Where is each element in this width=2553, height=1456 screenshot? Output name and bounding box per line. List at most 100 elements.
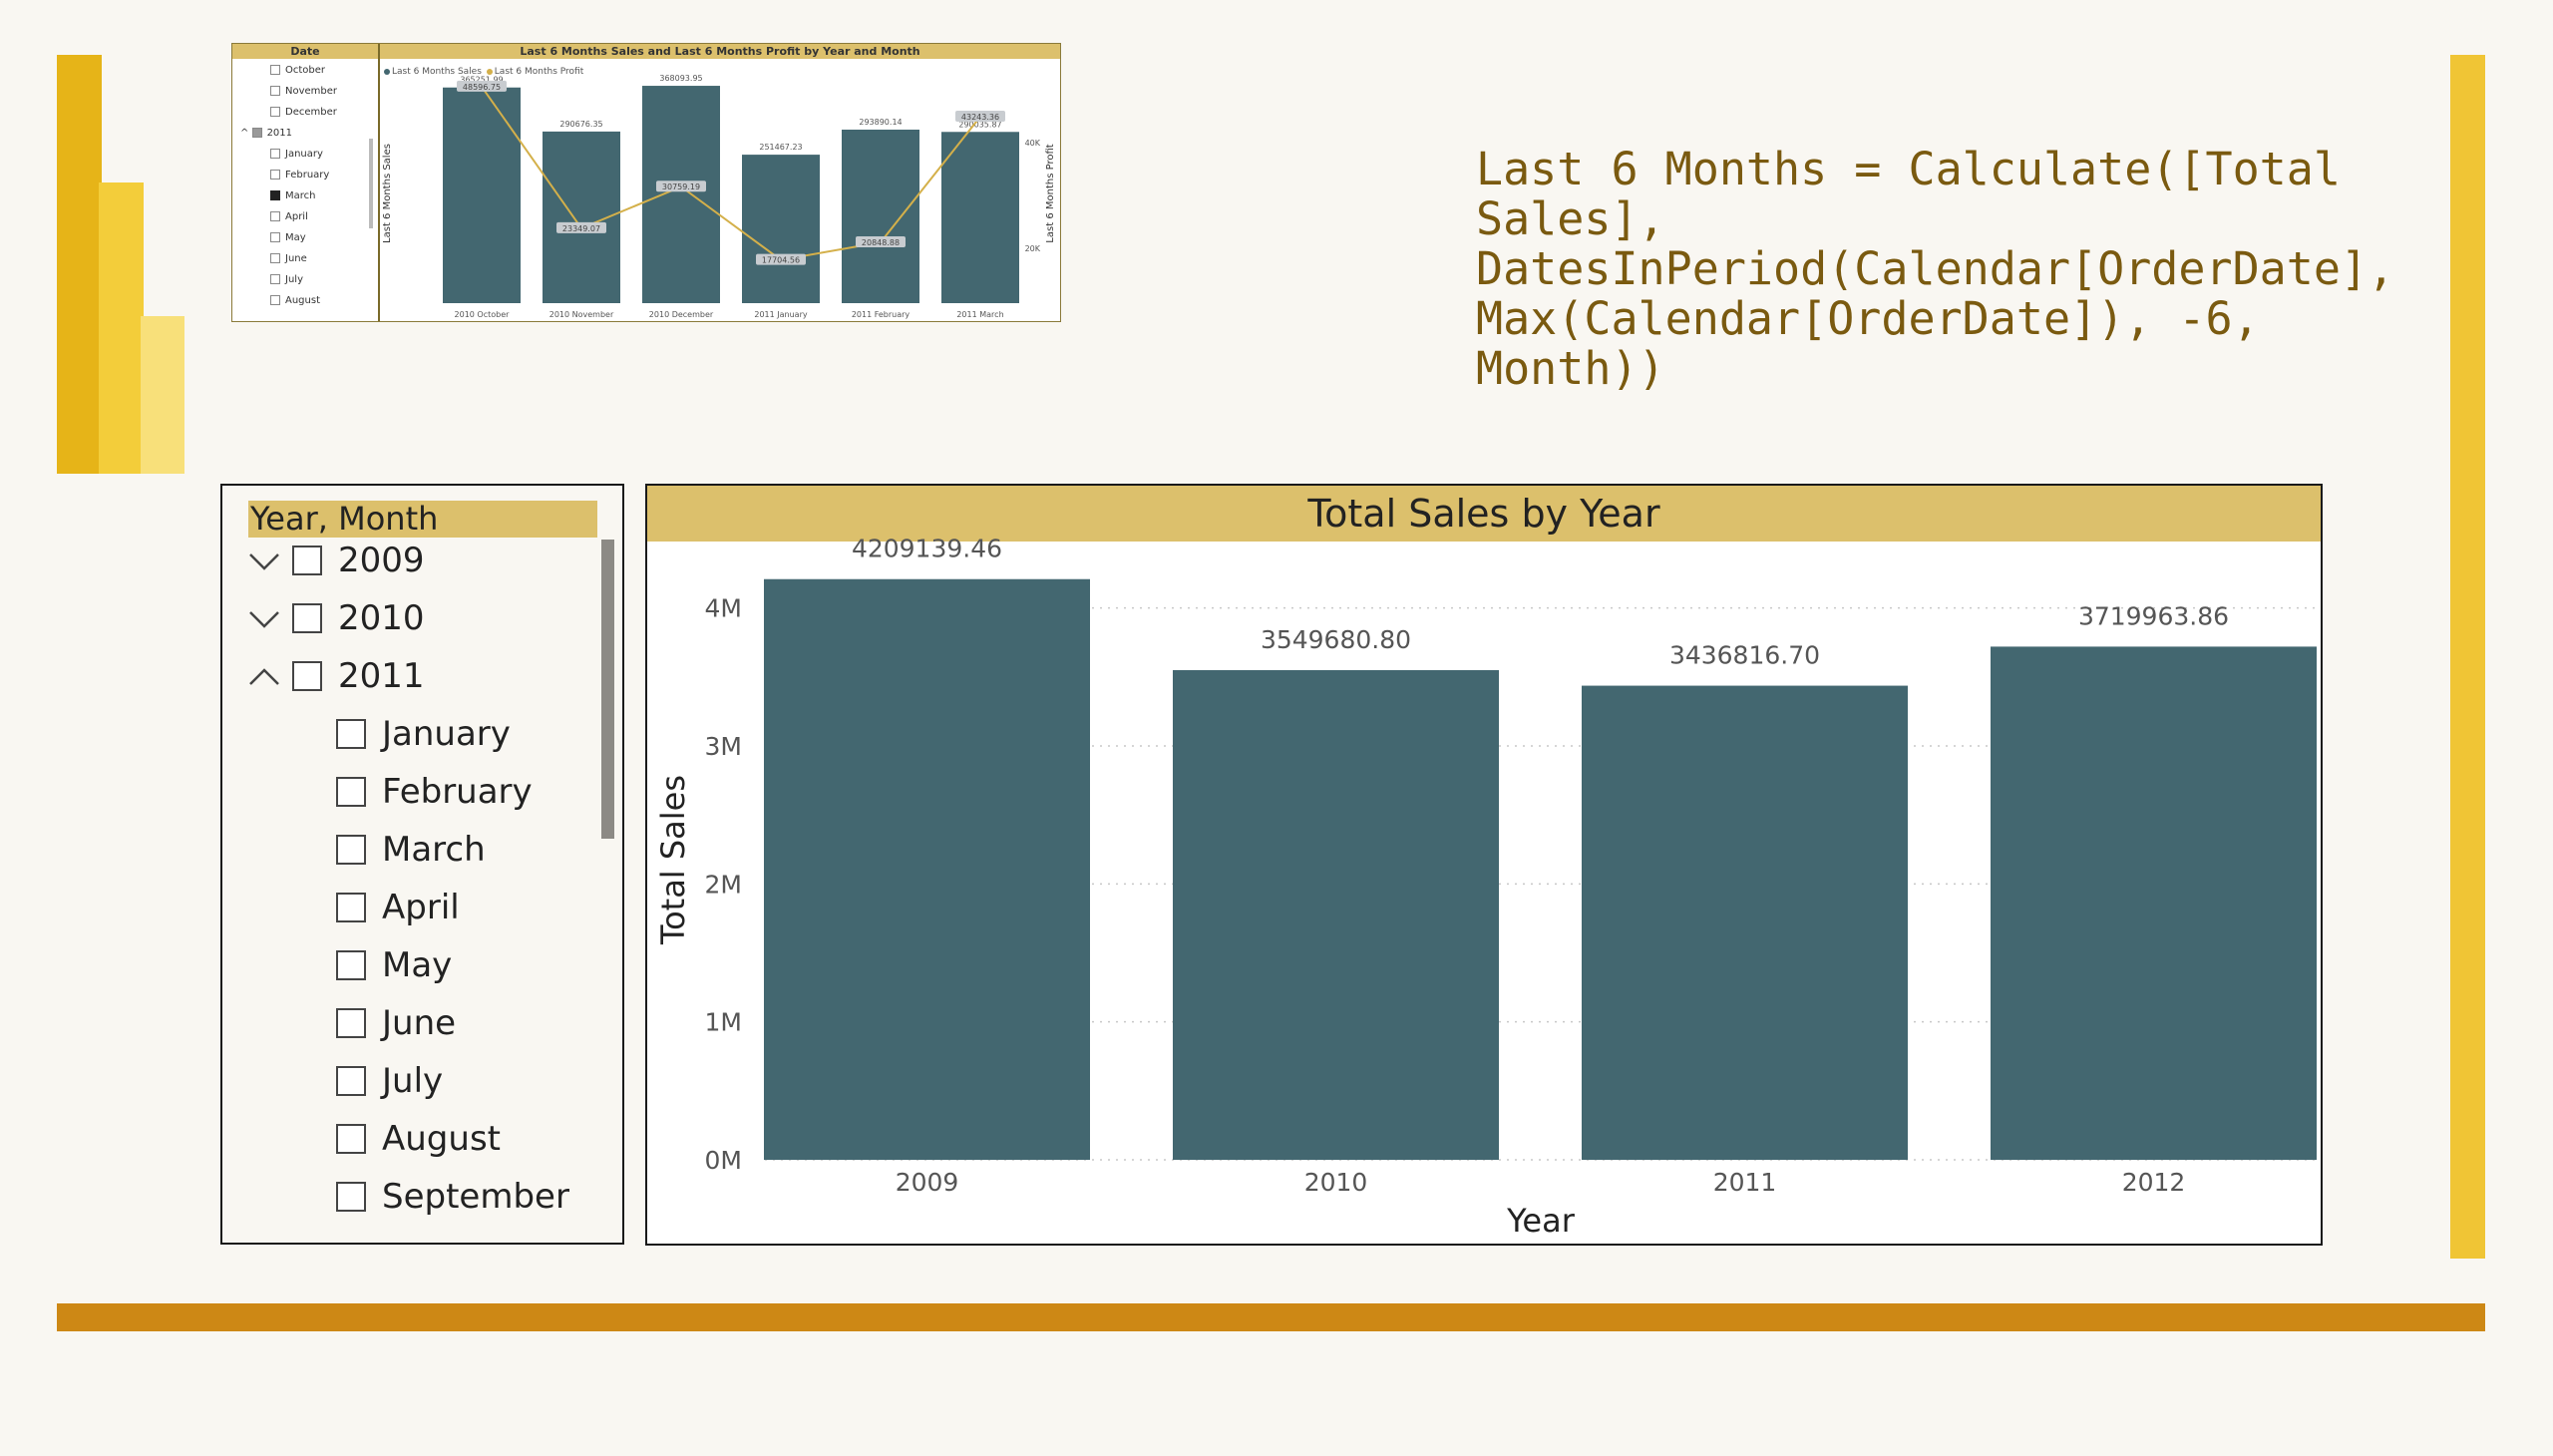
month-label: July [382, 1061, 444, 1101]
chevron-down-icon[interactable] [244, 598, 284, 638]
year-checkbox[interactable] [292, 546, 322, 575]
slicer-year-2010[interactable]: 2010 [244, 598, 425, 638]
slicer-month-february[interactable]: February [336, 772, 533, 812]
sales-bar-2011[interactable] [1582, 685, 1908, 1160]
sales-bar-2012[interactable] [1991, 646, 2317, 1160]
thumbnail-category-label: 2010 December [649, 310, 714, 319]
sales-bar-2010[interactable] [1173, 669, 1499, 1160]
month-checkbox[interactable] [336, 950, 366, 980]
slicer-month-may[interactable]: May [336, 945, 452, 985]
y-tick-label: 1M [705, 1008, 742, 1037]
y-tick-label: 4M [705, 594, 742, 623]
dax-formula-text: Last 6 Months = Calculate([Total Sales],… [1476, 143, 2395, 395]
thumbnail-profit-label: 48596.75 [457, 80, 507, 92]
month-checkbox[interactable] [336, 1066, 366, 1096]
thumbnail-slicer-item: August [270, 294, 320, 308]
month-checkbox[interactable] [336, 1008, 366, 1038]
y-tick-label: 2M [705, 870, 742, 899]
thumbnail-sales-label: 290676.35 [559, 120, 602, 129]
power-bi-logo-icon [57, 55, 184, 474]
month-checkbox[interactable] [336, 777, 366, 807]
thumbnail-sales-label: 293890.14 [859, 118, 902, 127]
thumbnail-category-label: 2010 November [549, 310, 614, 319]
month-checkbox[interactable] [336, 1182, 366, 1212]
thumbnail-checkbox [270, 211, 280, 221]
x-tick-label: 2011 [1713, 1168, 1777, 1197]
bar-data-label: 3549680.80 [1261, 625, 1411, 654]
sales-bar-2009[interactable] [764, 578, 1090, 1160]
slicer-year-2011[interactable]: 2011 [244, 656, 425, 696]
month-label: August [382, 1119, 501, 1159]
thumbnail-legend: Last 6 Months Sales Last 6 Months Profit [382, 67, 583, 77]
thumbnail-checkbox [270, 65, 280, 75]
thumbnail-slicer-item: ^ 2011 [240, 127, 292, 141]
thumbnail-profit-line [481, 86, 981, 261]
bar-data-label: 4209139.46 [852, 535, 1002, 563]
svg-text:23349.07: 23349.07 [562, 224, 600, 233]
thumbnail-slicer-label: May [285, 232, 306, 243]
thumbnail-profit-label: 17704.56 [756, 253, 806, 265]
thumbnail-slicer-header: Date [232, 44, 378, 59]
month-label: June [382, 1003, 457, 1043]
legend-profit-label: Last 6 Months Profit [494, 67, 584, 77]
thumbnail-profit-label: 30759.19 [656, 181, 706, 192]
year-label: 2011 [338, 656, 425, 696]
thumbnail-profit-label: 23349.07 [556, 221, 606, 233]
chevron-up-icon[interactable] [244, 656, 284, 696]
thumbnail-checkbox [270, 253, 280, 263]
thumbnail-sales-label: 365251.99 [460, 76, 503, 85]
thumbnail-sales-bar [941, 132, 1019, 303]
legend-sales-label: Last 6 Months Sales [392, 67, 482, 77]
thumbnail-sales-label: 251467.23 [759, 143, 802, 152]
slicer-month-june[interactable]: June [336, 1003, 456, 1043]
month-checkbox[interactable] [336, 835, 366, 865]
thumbnail-checkbox [270, 274, 280, 284]
bar-data-label: 3719963.86 [2078, 601, 2229, 630]
thumbnail-sales-bar [642, 86, 720, 303]
slicer-month-april[interactable]: April [336, 888, 460, 927]
thumbnail-slicer-label: February [285, 170, 330, 181]
thumbnail-y-left-label: Last 6 Months Sales [382, 144, 393, 243]
month-checkbox[interactable] [336, 893, 366, 922]
slicer-year-2009[interactable]: 2009 [244, 541, 425, 580]
year-month-slicer: Year, Month 2009 2010 2011 January February M… [220, 484, 624, 1245]
chevron-up-icon: ^ [240, 128, 252, 139]
thumbnail-sales-bar [742, 155, 820, 303]
slicer-month-march[interactable]: March [336, 830, 486, 870]
month-label: January [382, 714, 511, 754]
month-label: May [382, 945, 453, 985]
chevron-down-icon[interactable] [244, 541, 284, 580]
svg-text:30759.19: 30759.19 [662, 182, 700, 191]
x-tick-label: 2010 [1304, 1168, 1368, 1197]
thumbnail-category-label: 2011 February [852, 310, 911, 319]
thumbnail-slicer-label: March [285, 190, 316, 201]
thumbnail-category-label: 2010 October [455, 310, 511, 319]
x-axis-title: Year [1506, 1202, 1576, 1240]
thumbnail-profit-label: 43243.36 [955, 111, 1005, 123]
thumbnail-chart-title: Last 6 Months Sales and Last 6 Months Pr… [380, 44, 1060, 59]
thumbnail-sales-bar [443, 87, 521, 303]
month-checkbox[interactable] [336, 1124, 366, 1154]
x-tick-label: 2009 [896, 1168, 959, 1197]
thumbnail-checkbox [270, 232, 280, 242]
year-label: 2010 [338, 598, 425, 638]
month-checkbox[interactable] [336, 719, 366, 749]
bar-data-label: 3436816.70 [1669, 641, 1820, 670]
month-label: September [382, 1177, 569, 1217]
year-label: 2009 [338, 541, 425, 580]
slicer-scrollbar[interactable] [601, 540, 614, 839]
thumbnail-category-label: 2011 March [956, 310, 1003, 319]
slicer-month-august[interactable]: August [336, 1119, 501, 1159]
total-sales-bar-chart: 0M 1M 2M 3M 4M 4209139.46 2009 3549680.80 2010 34… [654, 535, 2318, 1240]
year-checkbox[interactable] [292, 661, 322, 691]
thumbnail-slicer-item: May [270, 231, 306, 245]
thumbnail-date-slicer: Date October November December ^ 2011 Januar… [232, 44, 380, 321]
slicer-month-july[interactable]: July [336, 1061, 443, 1101]
year-checkbox[interactable] [292, 603, 322, 633]
month-label: March [382, 830, 486, 870]
slicer-month-january[interactable]: January [336, 714, 511, 754]
slicer-month-september[interactable]: September [336, 1177, 569, 1217]
thumbnail-slicer-label: November [285, 86, 338, 97]
thumbnail-slicer-item: October [270, 64, 325, 78]
thumbnail-slicer-label: July [285, 274, 303, 285]
